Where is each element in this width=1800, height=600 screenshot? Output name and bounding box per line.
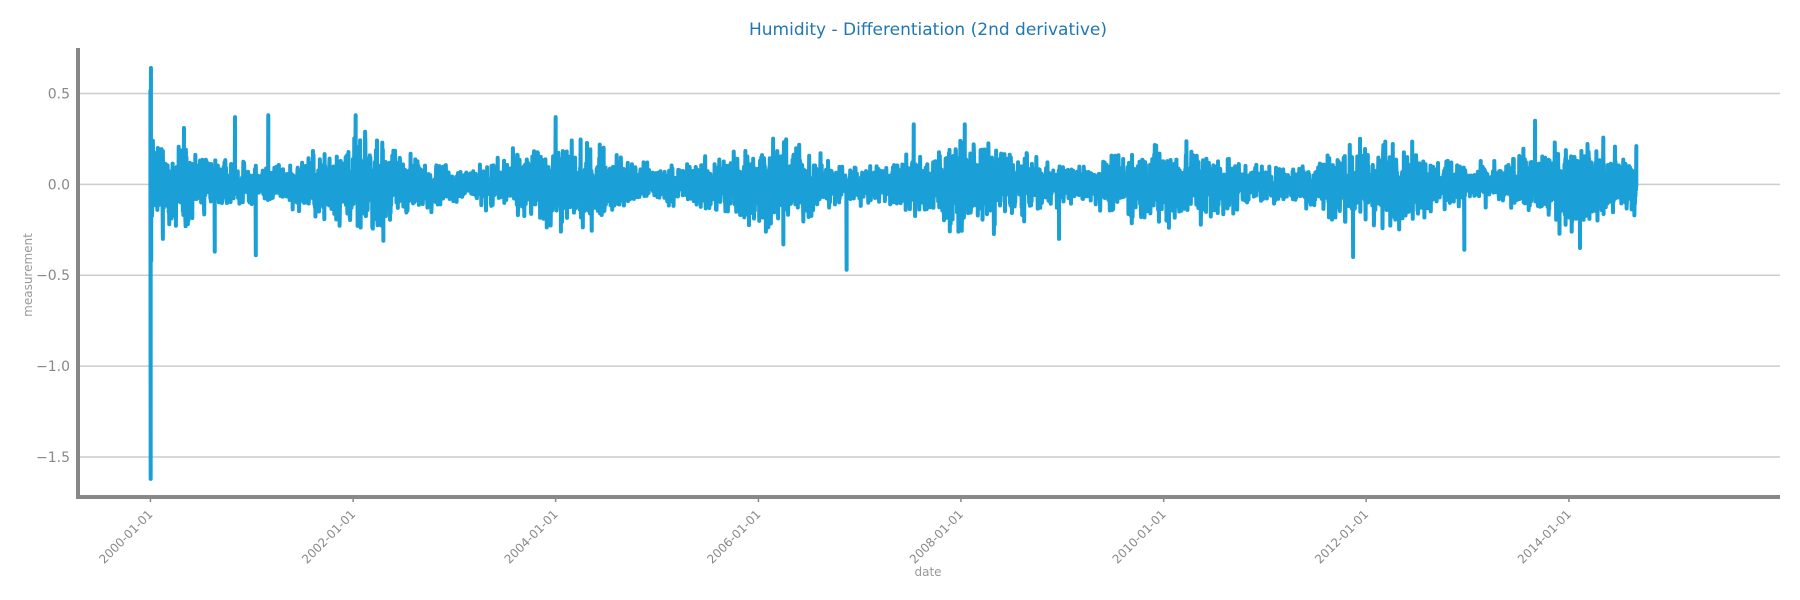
y-tick-label: 0.0 bbox=[48, 177, 70, 193]
x-axis-label: date bbox=[914, 565, 941, 579]
x-tick-label: 2004-01-01 bbox=[502, 507, 561, 566]
y-axis-label: measurement bbox=[21, 233, 35, 317]
y-tick-label: 0.5 bbox=[48, 86, 70, 102]
x-tick-label: 2000-01-01 bbox=[96, 507, 155, 566]
x-tick-label: 2002-01-01 bbox=[299, 507, 358, 566]
y-axis-ticks: 0.5 0.0 −0.5 −1.0 −1.5 bbox=[36, 86, 70, 466]
x-tick-label: 2006-01-01 bbox=[704, 507, 763, 566]
y-tick-label: −1.5 bbox=[36, 450, 70, 466]
y-tick-label: −1.0 bbox=[36, 359, 70, 375]
y-tick-label: −0.5 bbox=[36, 268, 70, 284]
chart-title: Humidity - Differentiation (2nd derivati… bbox=[749, 20, 1107, 40]
x-tick-label: 2014-01-01 bbox=[1515, 507, 1574, 566]
x-tick-label: 2010-01-01 bbox=[1110, 507, 1169, 566]
x-tick-label: 2008-01-01 bbox=[907, 507, 966, 566]
x-tick-label: 2012-01-01 bbox=[1312, 507, 1371, 566]
x-axis-ticks: 2000-01-01 2002-01-01 2004-01-01 2006-01-01… bbox=[96, 497, 1574, 566]
axes bbox=[76, 48, 1780, 499]
series-layer bbox=[148, 66, 1639, 481]
series-line bbox=[148, 66, 1639, 481]
